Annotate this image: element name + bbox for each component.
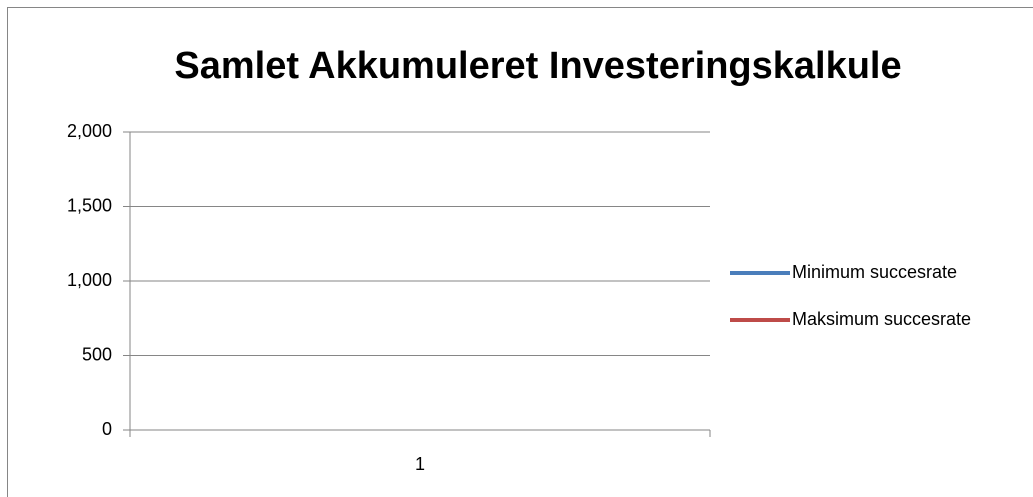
x-tick-label: 1 bbox=[415, 454, 425, 474]
y-tick-label: 0 bbox=[102, 419, 112, 439]
legend-label: Maksimum succesrate bbox=[792, 309, 971, 329]
legend-label: Minimum succesrate bbox=[792, 262, 957, 282]
y-tick-label: 2,000 bbox=[67, 121, 112, 141]
chart-title: Samlet Akkumuleret Investeringskalkule bbox=[174, 45, 901, 87]
y-tick-label: 500 bbox=[82, 344, 112, 364]
y-tick-label: 1,500 bbox=[67, 195, 112, 215]
y-tick-label: 1,000 bbox=[67, 270, 112, 290]
chart-border bbox=[7, 7, 1033, 497]
